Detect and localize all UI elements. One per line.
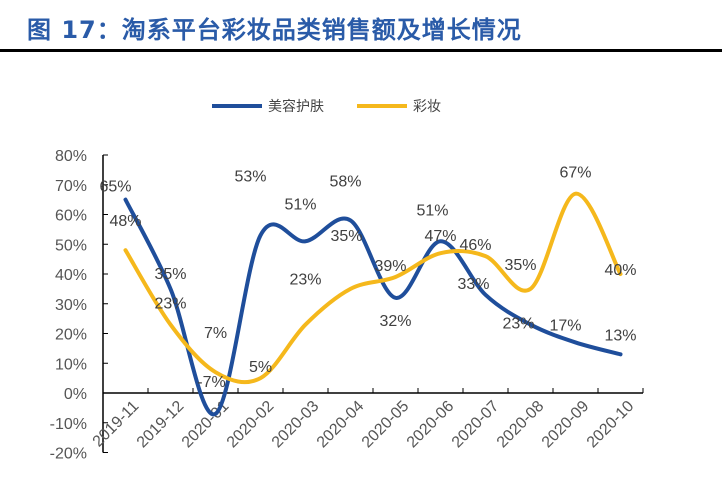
figure-title: 图 17：淘系平台彩妆品类销售额及增长情况 (27, 16, 522, 44)
data-label-skincare: 32% (379, 313, 411, 330)
data-label-skincare: 17% (549, 317, 581, 334)
data-label-makeup: 23% (154, 296, 186, 313)
data-label-skincare: 51% (416, 202, 448, 219)
legend-label-skincare: 美容护肤 (268, 98, 324, 115)
title-divider (0, 49, 722, 52)
data-label-makeup: 7% (204, 325, 227, 342)
data-label-makeup: 35% (330, 228, 362, 245)
x-tick-label: 2020-05 (359, 398, 413, 452)
data-label-makeup: 47% (424, 228, 456, 245)
data-label-makeup: 48% (109, 213, 141, 230)
x-tick-label: 2019-12 (134, 398, 188, 452)
data-label-makeup: 40% (604, 262, 636, 279)
y-tick-label: 70% (55, 178, 87, 195)
series-line-skincare (123, 197, 623, 417)
y-tick-label: 0% (64, 386, 87, 403)
x-tick-label: 2020-07 (449, 398, 503, 452)
y-tick-label: -20% (50, 446, 87, 463)
data-label-makeup: 46% (459, 237, 491, 254)
x-tick-label: 2020-10 (584, 398, 638, 452)
y-tick-label: 50% (55, 237, 87, 254)
data-label-skincare: 65% (99, 179, 131, 196)
data-label-skincare: 23% (502, 316, 534, 333)
data-label-skincare: 35% (154, 266, 186, 283)
data-label-skincare: -7% (197, 374, 225, 391)
x-tick-label: 2020-02 (224, 398, 278, 452)
data-label-skincare: 13% (604, 327, 636, 344)
y-tick-label: 20% (55, 327, 87, 344)
data-label-skincare: 51% (284, 196, 316, 213)
legend-label-makeup: 彩妆 (413, 99, 441, 115)
data-label-makeup: 5% (249, 359, 272, 376)
y-tick-label: 60% (55, 208, 87, 225)
y-tick-label: 80% (55, 148, 87, 165)
data-label-skincare: 33% (457, 276, 489, 293)
x-tick-label: 2020-04 (314, 398, 368, 452)
data-label-skincare: 53% (234, 168, 266, 185)
series-line-makeup (123, 191, 623, 385)
y-tick-label: 10% (55, 356, 87, 373)
x-tick-label: 2020-03 (269, 398, 323, 452)
x-tick-label: 2019-11 (90, 398, 143, 451)
y-tick-label: 30% (55, 297, 87, 314)
x-tick-label: 2020-08 (494, 398, 548, 452)
data-label-makeup: 23% (289, 272, 321, 289)
data-label-skincare: 58% (329, 173, 361, 190)
y-tick-label: 40% (55, 267, 87, 284)
data-label-makeup: 35% (504, 257, 536, 274)
y-tick-label: -10% (50, 416, 87, 433)
data-label-makeup: 67% (559, 165, 591, 182)
data-label-makeup: 39% (374, 258, 406, 275)
x-tick-label: 2020-09 (539, 398, 593, 452)
x-tick-label: 2020-06 (404, 398, 458, 452)
